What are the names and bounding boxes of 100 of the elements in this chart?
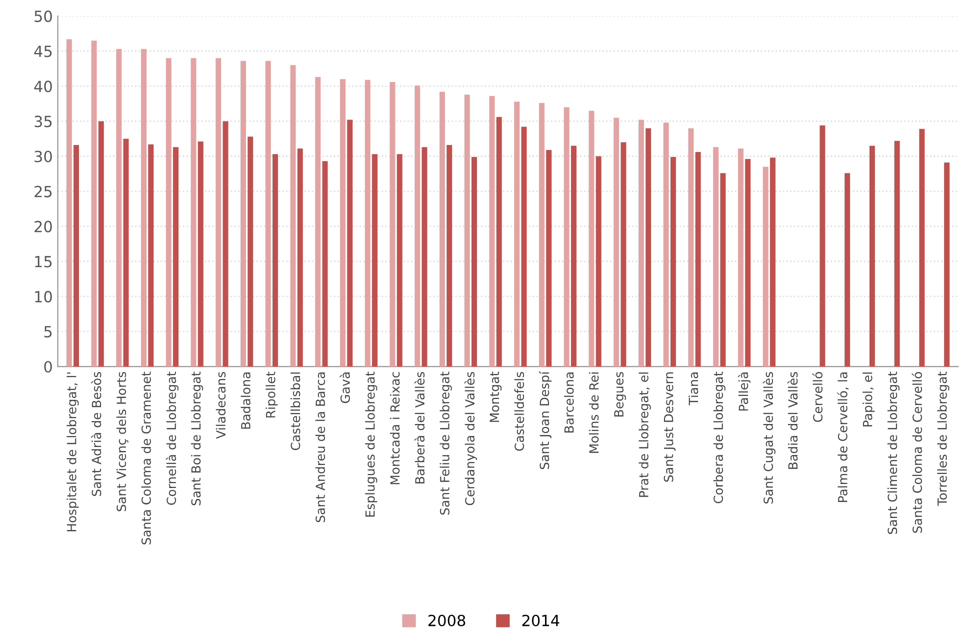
bar <box>222 121 228 367</box>
bar <box>116 49 122 367</box>
bar <box>216 58 222 367</box>
bar <box>173 147 178 367</box>
bar <box>596 156 602 367</box>
bar <box>894 140 900 367</box>
bar <box>422 147 428 367</box>
bar <box>372 154 378 367</box>
legend-label: 2014 <box>522 614 560 626</box>
x-tick-label: Castelldefels <box>514 372 524 451</box>
bar <box>614 118 620 367</box>
bar <box>695 152 701 367</box>
bar <box>770 158 776 367</box>
x-tick-label: Papiol, el <box>862 372 875 426</box>
bar <box>539 102 544 367</box>
x-tick-label: Santa Coloma de Gramenet <box>141 372 151 544</box>
bar <box>745 159 751 367</box>
bar <box>390 82 396 367</box>
legend-label: 2008 <box>428 614 466 626</box>
bar <box>396 154 402 367</box>
bar <box>297 148 303 367</box>
bar <box>688 128 694 367</box>
bar <box>240 60 246 367</box>
y-tick-label: 35 <box>34 116 52 128</box>
x-tick-label: Begues <box>614 372 626 416</box>
x-tick-label: Sant Adrià de Besòs <box>91 372 102 496</box>
bar <box>322 161 328 367</box>
x-tick-label: Tiana <box>688 372 698 406</box>
y-tick-label: 20 <box>34 220 52 232</box>
x-tick-label: Pallejà <box>738 372 751 411</box>
x-tick-label: Torrelles de Llobregat <box>937 372 950 506</box>
x-tick-label: Badalona <box>240 372 250 429</box>
y-tick-label: 5 <box>44 326 52 338</box>
x-tick-label: Sant Joan Despí <box>538 371 552 470</box>
bar <box>190 58 196 367</box>
bar <box>489 96 495 367</box>
x-tick-label: Prat de Llobregat, el <box>638 372 651 497</box>
bar <box>919 128 925 367</box>
x-tick-label: Cervelló <box>812 372 823 422</box>
x-tick-label: Cornellà de Llobregat <box>166 372 178 505</box>
bar <box>869 146 875 367</box>
y-tick-label: 10 <box>35 290 52 302</box>
x-tick-label: Castellbisbal <box>290 372 300 450</box>
x-tick-label: Esplugues de Llobregat <box>365 372 378 517</box>
x-tick-label: Barcelona <box>564 372 574 433</box>
bar <box>570 146 576 367</box>
bar <box>588 110 594 367</box>
bar <box>514 102 520 367</box>
bar <box>464 94 470 367</box>
x-tick-label: Ripollet <box>266 372 278 418</box>
y-tick-label: 45 <box>34 46 52 58</box>
x-tick-label: Molins de Rei <box>588 372 599 453</box>
y-tick-label: 50 <box>34 10 52 22</box>
x-tick-label: Sant Vicenç dels Horts <box>116 372 128 512</box>
bar <box>820 125 826 367</box>
x-tick-label: Viladecans <box>216 372 226 439</box>
bar <box>762 166 768 367</box>
bar <box>546 150 552 367</box>
bar <box>638 120 644 367</box>
bar <box>98 121 104 367</box>
bar <box>248 136 254 367</box>
bar <box>74 145 79 367</box>
bar <box>496 117 502 367</box>
x-tick-label: Montcada i Reixac <box>390 372 400 484</box>
bar <box>670 156 676 367</box>
bar <box>91 40 97 367</box>
bar <box>713 147 719 367</box>
x-tick-label: Hospitalet de Llobregat, l' <box>66 372 79 532</box>
x-tick-label: Sant Cugat del Vallès <box>762 372 776 504</box>
bar <box>471 156 477 367</box>
y-tick-label: 40 <box>34 80 52 92</box>
bar <box>738 148 744 367</box>
bar <box>123 138 129 367</box>
x-tick-label: Sant Climent de Llobregat <box>887 372 900 534</box>
bar <box>340 79 346 367</box>
bar <box>620 142 626 367</box>
bar <box>720 173 726 367</box>
bar <box>347 120 353 367</box>
bar <box>564 107 570 367</box>
y-tick-label: 25 <box>34 186 52 198</box>
bar <box>272 154 278 367</box>
x-tick-label: Gavà <box>340 372 350 404</box>
bar <box>446 145 452 367</box>
y-tick-label: 30 <box>34 150 52 162</box>
x-tick-label: Barberà del Vallès <box>414 372 425 484</box>
bar <box>364 80 370 367</box>
bar <box>166 58 172 367</box>
bar <box>198 142 204 367</box>
bar <box>290 65 296 367</box>
bar <box>148 144 154 367</box>
x-tick-label: Badia del Vallès <box>787 372 798 469</box>
bar <box>66 39 72 367</box>
x-tick-label: Palma de Cervelló, la <box>837 372 849 502</box>
x-tick-label: Montgat <box>490 372 502 422</box>
x-tick-label: Cerdanyola del Vallès <box>464 372 477 506</box>
bar <box>844 173 850 367</box>
x-tick-label: Corbera de Llobregat <box>713 372 726 504</box>
bar <box>521 126 527 367</box>
x-tick-label: Sant Feliu de Llobregat <box>440 372 452 515</box>
bar <box>440 92 445 367</box>
